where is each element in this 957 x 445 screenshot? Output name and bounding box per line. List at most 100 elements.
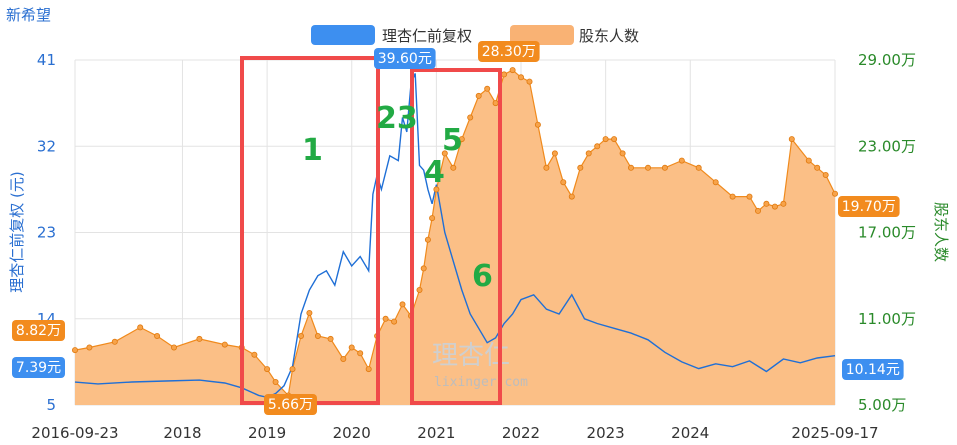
right-tick-label: 5.00万 (858, 396, 906, 414)
chart-title: 新希望 (6, 6, 51, 24)
holders-point (501, 71, 508, 78)
tag-holders-start: 8.82万 (16, 323, 61, 339)
holders-point (348, 344, 355, 351)
watermark-url: lixinger.com (434, 375, 528, 390)
tag-holders-min: 5.66万 (268, 397, 313, 413)
x-tick-label: 2020 (333, 424, 371, 442)
holders-point (416, 286, 423, 293)
tag-holders-end-bg (838, 196, 900, 217)
value-tags: 8.82万 7.39元 39.60元 28.30万 19.70万 10.14元 5.66万 (12, 41, 904, 415)
holders-point (221, 341, 228, 348)
x-tick-label: 2025-09-17 (791, 424, 878, 442)
tag-price-max-bg (374, 48, 436, 69)
price-series-line (74, 73, 836, 399)
legend-label-holders[interactable]: 股东人数 (579, 27, 639, 45)
right-tick-label: 23.00万 (858, 137, 916, 155)
holders-point (788, 136, 795, 143)
holders-point (568, 193, 575, 200)
legend-label-price[interactable]: 理杏仁前复权 (382, 27, 472, 45)
tag-price-max: 39.60元 (378, 51, 432, 67)
holders-point (429, 215, 436, 222)
holders-point (484, 85, 491, 92)
legend-swatch-holders[interactable] (510, 25, 574, 45)
holders-point (518, 74, 525, 81)
holders-point (272, 378, 279, 385)
holders-point (602, 136, 609, 143)
annotations: 1 23 4 5 6 (302, 101, 493, 294)
x-tick-label: 2018 (163, 424, 201, 442)
holders-point (289, 366, 296, 373)
holders-point (551, 150, 558, 157)
left-tick-label: 5 (46, 396, 56, 414)
x-tick-label: 2024 (671, 424, 709, 442)
holders-point (780, 200, 787, 207)
annotation-5: 5 (442, 123, 463, 158)
holders-point (526, 78, 533, 85)
holders-point (264, 366, 271, 373)
holders-point (433, 186, 440, 193)
x-tick-label: 2016-09-23 (31, 424, 118, 442)
holders-point (585, 150, 592, 157)
holders-point (86, 344, 93, 351)
holders-point (763, 200, 770, 207)
holders-point (822, 171, 829, 178)
legend-swatch-price[interactable] (311, 25, 375, 45)
watermark-cn: 理杏仁 (432, 341, 510, 371)
holders-point (628, 164, 635, 171)
x-tick-label: 2022 (502, 424, 540, 442)
annotation-6: 6 (472, 259, 493, 294)
holders-point (154, 332, 161, 339)
tag-price-start: 7.39元 (16, 360, 61, 376)
holders-point (678, 157, 685, 164)
holders-point (832, 190, 839, 197)
holders-point (695, 164, 702, 171)
holders-point (441, 150, 448, 157)
x-tick-label: 2021 (417, 424, 455, 442)
holders-point (543, 164, 550, 171)
legend[interactable]: 理杏仁前复权 股东人数 (311, 25, 639, 45)
annotation-1: 1 (302, 133, 323, 168)
tag-holders-max: 28.30万 (482, 44, 536, 60)
holders-point (475, 92, 482, 99)
tag-holders-max-bg (478, 41, 540, 62)
tag-price-start-bg (12, 357, 65, 378)
holders-point (467, 114, 474, 121)
left-tick-label: 23 (37, 224, 56, 242)
tag-holders-end: 19.70万 (842, 199, 896, 215)
tag-price-end-bg (842, 359, 904, 380)
holders-point (560, 179, 567, 186)
right-tick-label: 17.00万 (858, 224, 916, 242)
holders-point (314, 332, 321, 339)
holders-point (755, 207, 762, 214)
holders-area-fill (75, 70, 835, 405)
holders-point (306, 309, 313, 316)
tag-price-end: 10.14元 (846, 362, 900, 378)
holders-point (577, 164, 584, 171)
holders-point (327, 335, 334, 342)
holders-point (251, 351, 258, 358)
holders-point (137, 324, 144, 331)
holders-points (72, 67, 839, 399)
left-axis-label: 理杏仁前复权 (元) (8, 171, 26, 292)
holders-point (712, 179, 719, 186)
price-line (74, 73, 836, 399)
holders-point (357, 350, 364, 357)
holders-point (746, 193, 753, 200)
holders-point (391, 318, 398, 325)
holders-point (340, 355, 347, 362)
holders-point (382, 315, 389, 322)
watermark: 理杏仁 lixinger.com (432, 341, 528, 390)
left-tick-label: 32 (37, 137, 56, 155)
holders-point (297, 332, 304, 339)
right-axis-label: 股东人数 (932, 202, 950, 262)
holders-point (72, 347, 79, 354)
holders-point (645, 164, 652, 171)
holders-point (365, 366, 372, 373)
holders-point (611, 136, 618, 143)
left-tick-label: 41 (37, 51, 56, 69)
right-tick-label: 29.00万 (858, 51, 916, 69)
holders-point (805, 157, 812, 164)
holders-point (729, 193, 736, 200)
